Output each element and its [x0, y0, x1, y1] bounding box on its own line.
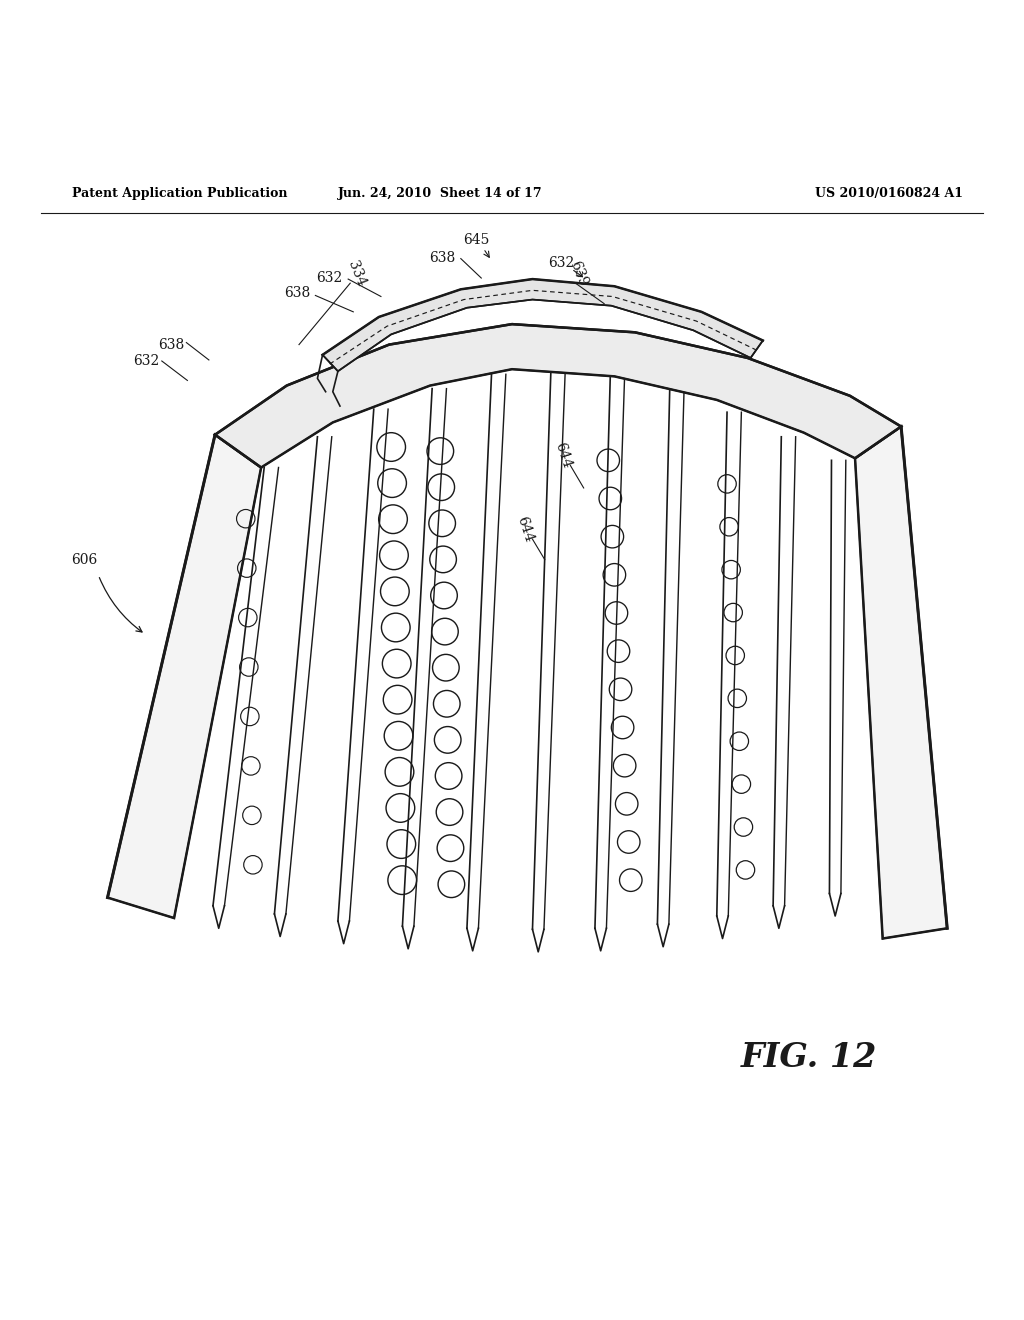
Text: 632: 632 — [133, 354, 160, 368]
Polygon shape — [108, 434, 261, 917]
Text: 645: 645 — [463, 234, 489, 247]
Text: 632: 632 — [316, 271, 343, 285]
Text: 334: 334 — [345, 259, 368, 289]
Text: 638: 638 — [429, 251, 456, 264]
Text: 632: 632 — [548, 256, 574, 269]
Text: US 2010/0160824 A1: US 2010/0160824 A1 — [814, 187, 963, 199]
Text: 638: 638 — [284, 286, 310, 301]
Text: 639: 639 — [567, 259, 590, 289]
Text: 644: 644 — [553, 441, 573, 470]
Polygon shape — [855, 426, 947, 939]
Polygon shape — [215, 325, 901, 467]
Text: Jun. 24, 2010  Sheet 14 of 17: Jun. 24, 2010 Sheet 14 of 17 — [338, 187, 543, 199]
Text: 606: 606 — [71, 553, 97, 566]
Text: 644: 644 — [515, 515, 536, 544]
Text: Patent Application Publication: Patent Application Publication — [72, 187, 287, 199]
Polygon shape — [323, 279, 763, 371]
Text: FIG. 12: FIG. 12 — [740, 1040, 878, 1073]
Text: 638: 638 — [158, 338, 184, 351]
